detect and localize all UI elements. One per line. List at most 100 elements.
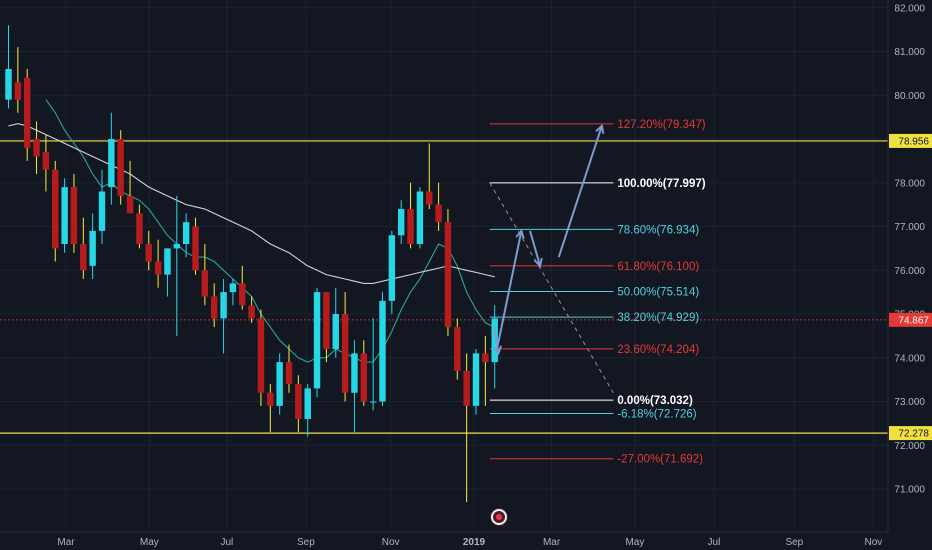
candle-body <box>454 327 461 371</box>
fib-level-label: 127.20%(79.347) <box>617 119 705 131</box>
projection-arrow-head <box>492 345 503 356</box>
candle-body <box>304 388 311 419</box>
candle-body <box>173 244 180 249</box>
time-axis[interactable] <box>0 532 888 550</box>
candle-body <box>239 283 246 306</box>
projection-arrow-head <box>595 123 605 134</box>
candle-body <box>126 195 134 214</box>
projection-arrows <box>492 123 605 356</box>
candle-body <box>416 191 424 244</box>
candle-body <box>14 82 22 100</box>
candle-body <box>398 209 405 236</box>
candle-body <box>482 353 489 363</box>
price-badges: 78.956 72.278 74.867 <box>889 133 932 441</box>
candle-body <box>360 353 367 402</box>
candle-body <box>369 401 377 403</box>
candle-body <box>80 244 87 271</box>
candle-body <box>426 191 433 205</box>
projection-arrow <box>557 125 603 258</box>
candle-body <box>220 292 227 319</box>
x-tick-label: Nov <box>864 537 882 548</box>
candle-body <box>211 296 218 319</box>
candle-body <box>267 392 274 406</box>
fibonacci-retracement[interactable]: 127.20%(79.347) 100.00%(77.997) 78.60%(76.… <box>489 119 706 466</box>
candle-body <box>229 283 237 293</box>
candle-body <box>257 318 265 393</box>
candle-body <box>42 152 50 170</box>
fib-level-label: 50.00%(75.514) <box>617 287 699 299</box>
candle-body <box>341 314 349 393</box>
x-tick-label: Sep <box>785 537 803 548</box>
projection-arrow <box>496 230 523 350</box>
candle-body <box>491 318 498 363</box>
fib-level-label: 0.00%(73.032) <box>617 395 693 407</box>
candle-body <box>5 69 12 100</box>
y-tick-label: 71.000 <box>894 485 925 496</box>
x-tick-label: Nov <box>382 537 400 548</box>
x-tick-label: Jul <box>221 537 234 548</box>
current-price-badge <box>889 312 932 327</box>
candle-body <box>444 222 452 328</box>
x-tick-label: Jul <box>708 537 721 548</box>
fib-level-label: 61.80%(76.100) <box>617 261 699 273</box>
y-tick-label: 78.000 <box>894 178 925 189</box>
tradingview-logo[interactable] <box>490 508 508 526</box>
candle-body <box>351 353 358 393</box>
projection-arrow-head <box>533 257 543 268</box>
candle-body <box>276 362 283 406</box>
y-tick-label: 73.000 <box>894 397 925 408</box>
candle-body <box>295 384 302 419</box>
fib-level-label: -6.18%(72.726) <box>617 408 696 420</box>
y-tick-label: 72.000 <box>894 441 925 452</box>
level-badge <box>889 133 932 148</box>
candle-body <box>435 204 442 223</box>
candle-body <box>323 292 330 349</box>
candle-body <box>52 169 59 249</box>
level-badge-text: 72.278 <box>898 429 929 440</box>
y-tick-label: 80.000 <box>894 91 925 102</box>
fib-level-label: 23.60%(74.204) <box>617 344 699 356</box>
candle-body <box>61 187 68 244</box>
y-tick-label: 81.000 <box>894 47 925 58</box>
horizontal-levels <box>0 140 888 434</box>
moving-average-slow <box>8 123 495 284</box>
price-axis[interactable] <box>888 0 932 532</box>
x-tick-label: May <box>140 537 159 548</box>
fib-trendline <box>489 182 614 394</box>
y-tick-label: 74.000 <box>894 353 925 364</box>
current-price-badge-text: 74.867 <box>898 315 929 326</box>
level-badge-text: 78.956 <box>898 136 929 147</box>
candlestick-series <box>5 25 498 503</box>
candle-body <box>192 226 199 271</box>
candle-body <box>24 77 31 148</box>
x-tick-label: 2019 <box>463 537 486 548</box>
projection-arrow <box>529 230 542 267</box>
candle-body <box>201 270 209 297</box>
candle-body <box>98 191 106 231</box>
projection-arrow-head <box>515 228 525 239</box>
projection-arrow <box>493 326 500 354</box>
fib-level-label: 100.00%(77.997) <box>617 178 705 190</box>
level-badge <box>889 426 932 441</box>
chart-grid <box>0 0 888 532</box>
x-tick-label: Mar <box>543 537 561 548</box>
candle-body <box>388 235 396 301</box>
y-tick-label: 77.000 <box>894 222 925 233</box>
candle-body <box>313 292 321 389</box>
candle-body <box>136 213 143 244</box>
fib-level-label: 38.20%(74.929) <box>617 312 699 324</box>
candle-body <box>154 261 162 275</box>
candle-body <box>463 370 470 406</box>
candle-body <box>33 139 40 157</box>
candle-body <box>182 222 190 244</box>
fib-level-label: -27.00%(71.692) <box>617 454 703 466</box>
candle-body <box>379 300 386 402</box>
time-axis-ticks: Mar May Jul Sep Nov 2019 Mar May Jul Sep Nov <box>57 537 882 548</box>
candle-body <box>89 230 96 266</box>
candle-body <box>332 314 339 349</box>
x-tick-label: Sep <box>297 537 315 548</box>
candle-body <box>248 305 255 319</box>
candle-body <box>472 353 480 406</box>
